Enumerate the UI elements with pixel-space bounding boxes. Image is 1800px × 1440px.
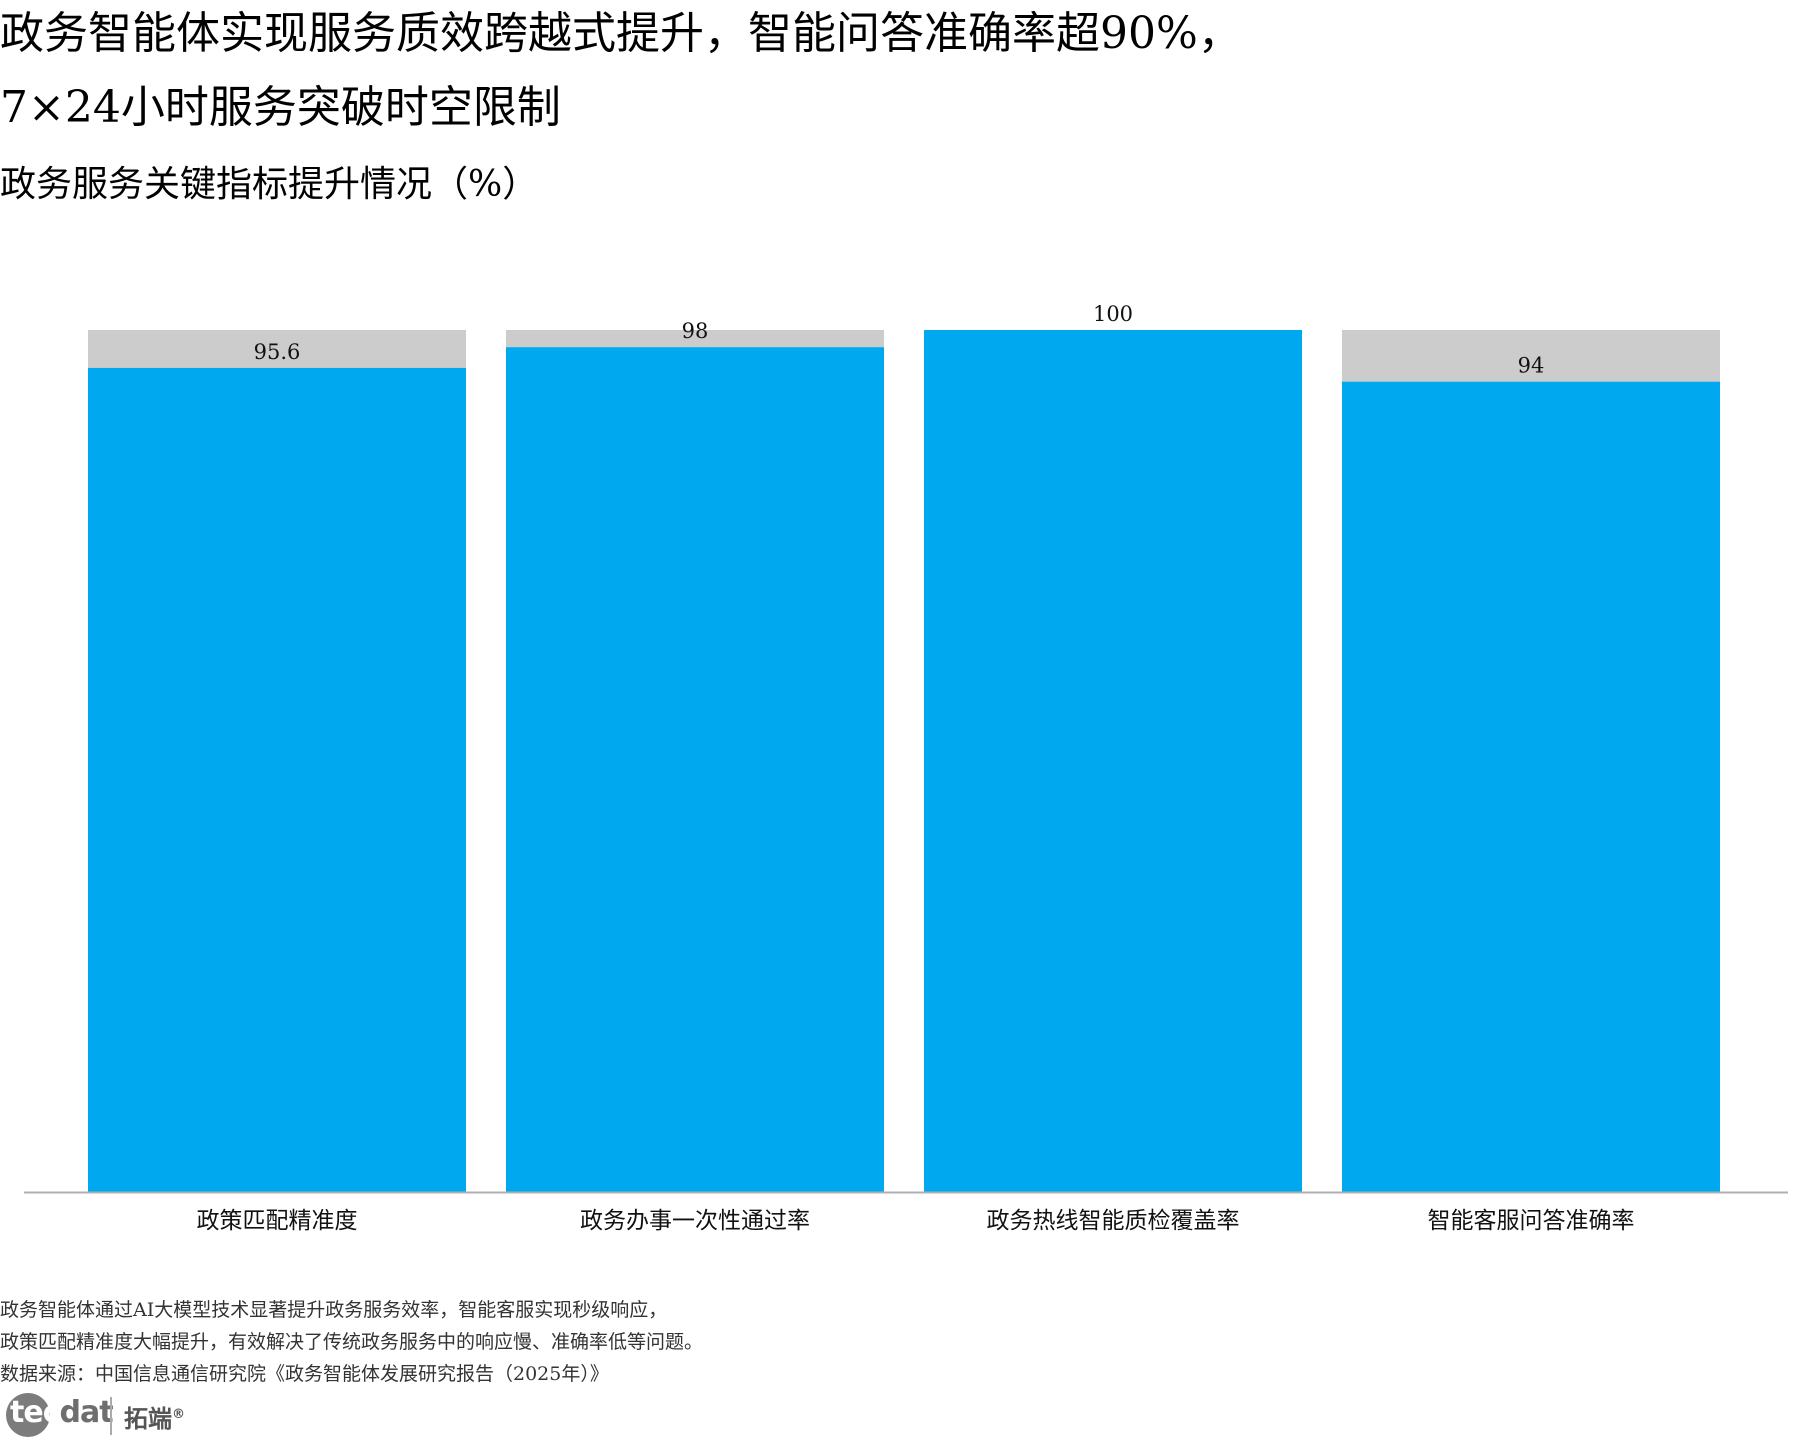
logo-wordmark: tecdat <box>10 1395 114 1430</box>
data-label-1: 95.6 <box>254 340 301 364</box>
data-label-3: 100 <box>1093 302 1133 326</box>
logo-circle-icon <box>6 1393 50 1437</box>
tecdat-logo: tecdat 拓端® <box>6 1393 185 1437</box>
source-note: 数据来源：中国信息通信研究院《政务智能体发展研究报告（2025年）》 <box>0 1363 609 1385</box>
chart-title-line-2: 7×24小时服务突破时空限制 <box>0 82 561 133</box>
category-label-3: 政务热线智能质检覆盖率 <box>987 1208 1240 1234</box>
value-bar-4 <box>1342 381 1720 1193</box>
logo-chinese-name: 拓端® <box>124 1405 185 1433</box>
footnote-line-1: 政务智能体通过AI大模型技术显著提升政务服务效率，智能客服实现秒级响应， <box>0 1299 668 1321</box>
category-label-1: 政策匹配精准度 <box>197 1208 358 1234</box>
chart-title-line-1: 政务智能体实现服务质效跨越式提升，智能问答准确率超90%， <box>0 8 1242 59</box>
logo-divider <box>110 1397 112 1435</box>
category-label-2: 政务办事一次性通过率 <box>580 1208 810 1234</box>
value-bar-2 <box>506 347 884 1192</box>
data-label-4: 94 <box>1518 354 1545 378</box>
value-bar-1 <box>88 367 466 1193</box>
footnote-line-2: 政策匹配精准度大幅提升，有效解决了传统政务服务中的响应慢、准确率低等问题。 <box>0 1331 704 1353</box>
value-bar-3 <box>924 330 1302 1192</box>
category-label-4: 智能客服问答准确率 <box>1428 1208 1635 1234</box>
bar-chart: 95.6 政策匹配精准度 98 政务办事一次性通过率 100 政务热线智能质检覆盖率 94 智… <box>24 302 1788 1234</box>
data-label-2: 98 <box>682 319 709 343</box>
chart-subtitle: 政务服务关键指标提升情况（%） <box>0 164 539 205</box>
